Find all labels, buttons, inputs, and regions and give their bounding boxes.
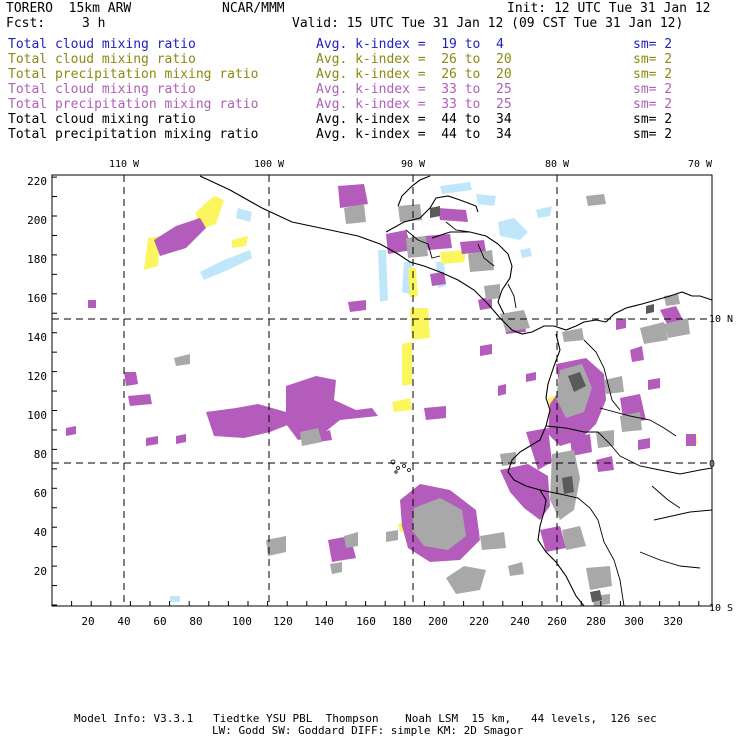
latitude-labels: 10 N 0 10 S — [709, 314, 733, 614]
model-info-line-1: Model Info: V3.3.1 Tiedtke YSU PBL Thomp… — [74, 712, 657, 725]
legend-sm-4: sm= 2 — [633, 82, 673, 97]
tick-marks — [51, 176, 700, 606]
x-tick-80: 80 — [189, 615, 202, 628]
y-tick-60: 60 — [34, 487, 47, 500]
legend-kindex-1: Avg. k-index = 19 to 4 — [316, 37, 504, 52]
map-frame — [51, 174, 713, 607]
x-tick-140: 140 — [314, 615, 334, 628]
y-tick-200: 200 — [27, 214, 47, 227]
x-tick-40: 40 — [117, 615, 130, 628]
lon-label-70w: 70 W — [688, 159, 713, 170]
dark-gray-cores — [430, 206, 654, 602]
x-tick-180: 180 — [392, 615, 412, 628]
model-info-line-2: LW: Godd SW: Goddard DIFF: simple KM: 2D… — [212, 724, 524, 737]
legend-sm-6: sm= 2 — [633, 112, 673, 127]
y-tick-40: 40 — [34, 526, 47, 539]
longitude-labels: 110 W 100 W 90 W 80 W 70 W — [109, 159, 713, 170]
legend-kindex-6: Avg. k-index = 44 to 34 — [316, 112, 512, 127]
legend-sm-2: sm= 2 — [633, 52, 673, 67]
magenta-cloud-areas — [66, 184, 696, 562]
legend-field-1: Total cloud mixing ratio — [8, 37, 196, 52]
y-tick-100: 100 — [27, 409, 47, 422]
lon-label-110w: 110 W — [109, 159, 140, 170]
lat-label-10n: 10 N — [709, 314, 733, 325]
legend-sm-5: sm= 2 — [633, 97, 673, 112]
organization: NCAR/MMM — [222, 1, 285, 16]
x-tick-160: 160 — [356, 615, 376, 628]
legend-field-2: Total cloud mixing ratio — [8, 52, 196, 67]
x-tick-200: 200 — [428, 615, 448, 628]
forecast-hour: 3 h — [82, 16, 106, 31]
y-tick-220: 220 — [27, 175, 47, 188]
y-tick-80: 80 — [34, 448, 47, 461]
lat-label-0: 0 — [709, 459, 715, 470]
legend-kindex-7: Avg. k-index = 44 to 34 — [316, 127, 512, 142]
legend-field-5: Total precipitation mixing ratio — [8, 97, 259, 112]
x-tick-320: 320 — [663, 615, 683, 628]
lat-lon-grid — [52, 175, 712, 606]
x-tick-300: 300 — [624, 615, 644, 628]
legend-field-3: Total precipitation mixing ratio — [8, 67, 259, 82]
galapagos-islands — [390, 459, 411, 474]
legend-field-6: Total cloud mixing ratio — [8, 112, 196, 127]
legend-sm-7: sm= 2 — [633, 127, 673, 142]
x-tick-120: 120 — [273, 615, 293, 628]
coastlines — [199, 175, 713, 607]
legend-sm-1: sm= 2 — [633, 37, 673, 52]
y-tick-120: 120 — [27, 370, 47, 383]
valid-time: Valid: 15 UTC Tue 31 Jan 12 (09 CST Tue … — [292, 16, 684, 31]
x-tick-280: 280 — [586, 615, 606, 628]
y-tick-180: 180 — [27, 253, 47, 266]
run-title: TORERO 15km ARW — [6, 1, 132, 16]
legend-kindex-4: Avg. k-index = 33 to 25 — [316, 82, 512, 97]
lon-label-90w: 90 W — [401, 159, 426, 170]
x-tick-60: 60 — [153, 615, 166, 628]
x-tick-20: 20 — [81, 615, 94, 628]
x-tick-240: 240 — [510, 615, 530, 628]
init-time: Init: 12 UTC Tue 31 Jan 12 — [507, 1, 711, 16]
y-tick-140: 140 — [27, 331, 47, 344]
lon-label-80w: 80 W — [545, 159, 570, 170]
legend-kindex-2: Avg. k-index = 26 to 20 — [316, 52, 512, 67]
legend-sm-3: sm= 2 — [633, 67, 673, 82]
y-tick-160: 160 — [27, 292, 47, 305]
country-borders — [405, 221, 713, 607]
legend-kindex-5: Avg. k-index = 33 to 25 — [316, 97, 512, 112]
x-tick-260: 260 — [547, 615, 567, 628]
legend-field-7: Total precipitation mixing ratio — [8, 127, 259, 142]
legend-field-4: Total cloud mixing ratio — [8, 82, 196, 97]
legend-kindex-3: Avg. k-index = 26 to 20 — [316, 67, 512, 82]
y-axis-labels: 220 200 180 160 140 120 100 80 60 40 20 — [27, 175, 47, 578]
forecast-label: Fcst: — [6, 16, 46, 31]
lon-label-100w: 100 W — [254, 159, 285, 170]
x-tick-100: 100 — [232, 615, 252, 628]
x-tick-220: 220 — [469, 615, 489, 628]
y-tick-20: 20 — [34, 565, 47, 578]
x-axis-labels: 20 40 60 80 100 120 140 160 180 200 220 … — [81, 615, 683, 628]
lat-label-10s: 10 S — [709, 603, 733, 614]
